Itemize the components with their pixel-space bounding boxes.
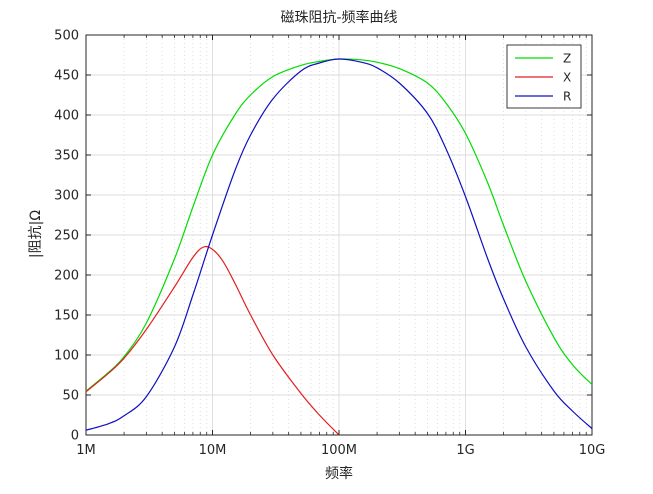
x-tick-label: 10M [199,443,227,458]
x-tick-label: 1G [456,443,474,458]
series-line-x [85,245,340,436]
y-tick-label: 450 [54,69,79,84]
legend: ZXR [506,44,582,109]
y-tick-label: 50 [62,389,79,404]
y-tick-label: 200 [54,269,79,284]
legend-label-x: X [563,71,571,85]
x-tick-label: 10G [579,443,606,458]
axis-ticks: 1M 10M 100M 1G 10G 0 50 100 150 200 250 300 350 400 45… [54,29,605,459]
y-tick-label: 150 [54,309,79,324]
x-axis-label: 频率 [325,465,353,482]
legend-label-z: Z [563,52,571,66]
chart-title: 磁珠阻抗-频率曲线 [280,9,397,26]
x-tick-label: 100M [321,443,357,458]
y-tick-label: 350 [54,149,79,164]
x-tick-label: 1M [76,443,96,458]
series-lines [85,58,593,436]
y-tick-label: 500 [54,29,79,44]
series-line-r [85,58,593,431]
y-axis-label: |阻抗|Ω [28,210,44,258]
y-tick-label: 400 [54,109,79,124]
y-tick-label: 100 [54,349,79,364]
y-tick-label: 300 [54,189,79,204]
y-tick-label: 0 [71,429,79,444]
y-tick-label: 250 [54,229,79,244]
legend-label-r: R [563,90,571,104]
